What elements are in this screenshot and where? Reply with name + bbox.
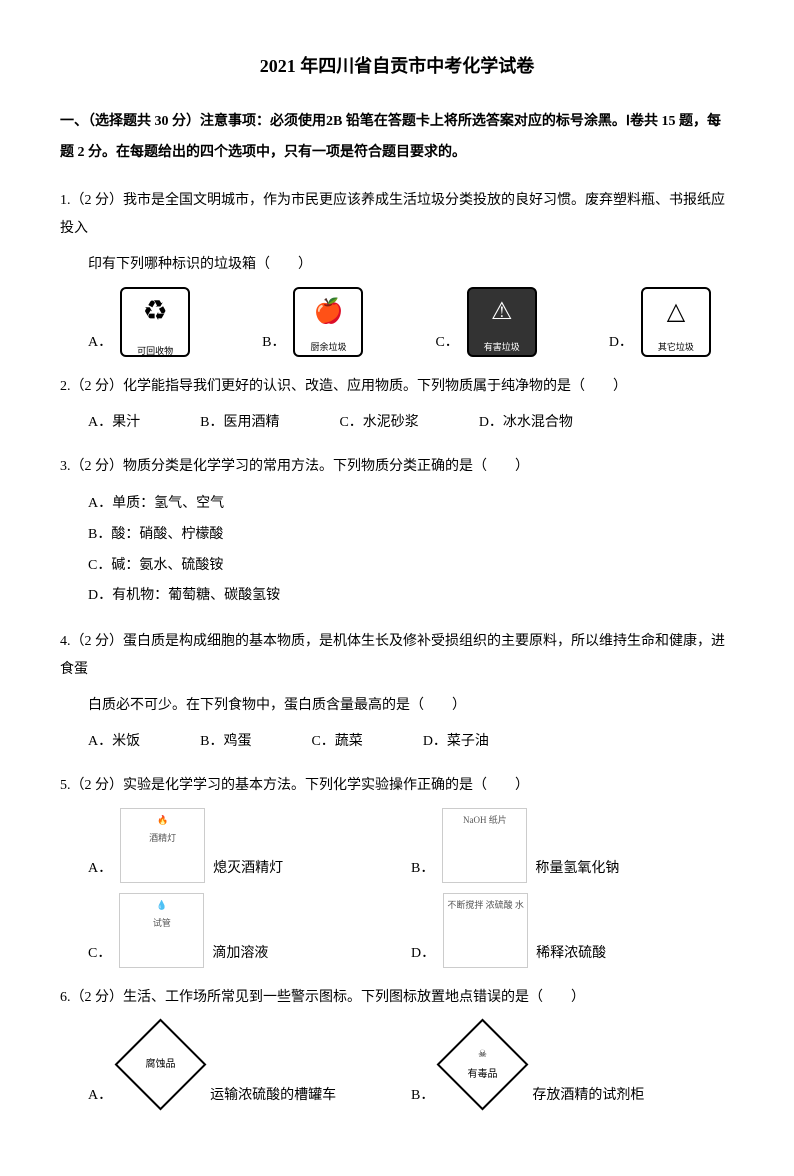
icon-label: 有害垃圾 xyxy=(484,338,520,356)
kitchen-waste-icon: 🍎 厨余垃圾 xyxy=(293,287,363,357)
option-label: A． xyxy=(88,855,112,883)
q4-option-a: A．米饭 xyxy=(88,728,140,756)
hazardous-icon: ⚠ 有害垃圾 xyxy=(467,287,537,357)
q3-options: A．单质：氢气、空气 B．酸：硝酸、柠檬酸 C．碱：氨水、硫酸铵 D．有机物：葡… xyxy=(60,489,734,612)
q6-row1: A． 腐蚀品 运输浓硫酸的槽罐车 B． ☠有毒品 存放酒精的试剂柜 xyxy=(60,1020,734,1110)
q2-option-b: B．医用酒精 xyxy=(200,409,279,437)
q4-sub: 白质必不可少。在下列食物中，蛋白质含量最高的是（ ） xyxy=(60,692,734,720)
q3-option-a: A．单质：氢气、空气 xyxy=(88,489,734,520)
page-title: 2021 年四川省自贡市中考化学试卷 xyxy=(60,50,734,82)
q5-option-b: B． NaOH 纸片 称量氢氧化钠 xyxy=(411,808,734,883)
option-text: 熄灭酒精灯 xyxy=(213,855,283,883)
q2-option-c: C．水泥砂浆 xyxy=(339,409,418,437)
option-text: 称量氢氧化钠 xyxy=(535,855,619,883)
diamond-label: 有毒品 xyxy=(468,1069,498,1080)
recycle-icon: ♻ 可回收物 xyxy=(120,287,190,357)
q4-text: 4.（2 分）蛋白质是构成细胞的基本物质，是机体生长及修补受损组织的主要原料，所… xyxy=(60,628,734,684)
option-label: B． xyxy=(262,329,285,357)
question-4: 4.（2 分）蛋白质是构成细胞的基本物质，是机体生长及修补受损组织的主要原料，所… xyxy=(60,628,734,756)
q1-sub: 印有下列哪种标识的垃圾箱（ ） xyxy=(60,251,734,279)
dilute-icon: 不断搅拌 浓硫酸 水 xyxy=(443,893,528,968)
question-3: 3.（2 分）物质分类是化学学习的常用方法。下列物质分类正确的是（ ） A．单质… xyxy=(60,453,734,612)
option-text: 运输浓硫酸的槽罐车 xyxy=(210,1082,336,1110)
q5-text: 5.（2 分）实验是化学学习的基本方法。下列化学实验操作正确的是（ ） xyxy=(60,772,734,800)
q1-option-b: B． 🍎 厨余垃圾 xyxy=(262,287,367,357)
question-1: 1.（2 分）我市是全国文明城市，作为市民更应该养成生活垃圾分类投放的良好习惯。… xyxy=(60,187,734,357)
option-label: C． xyxy=(88,940,111,968)
alcohol-lamp-icon: 🔥酒精灯 xyxy=(120,808,205,883)
option-label: D． xyxy=(411,940,435,968)
option-label: B． xyxy=(411,855,434,883)
question-2: 2.（2 分）化学能指导我们更好的认识、改造、应用物质。下列物质属于纯净物的是（… xyxy=(60,373,734,437)
option-label: B． xyxy=(411,1082,434,1110)
q6-text: 6.（2 分）生活、工作场所常见到一些警示图标。下列图标放置地点错误的是（ ） xyxy=(60,984,734,1012)
q5-row1: A． 🔥酒精灯 熄灭酒精灯 B． NaOH 纸片 称量氢氧化钠 xyxy=(60,808,734,883)
q1-options: A． ♻ 可回收物 B． 🍎 厨余垃圾 C． ⚠ 有害垃圾 D． △ 其它垃 xyxy=(60,287,734,357)
option-label: D． xyxy=(609,329,633,357)
q2-option-d: D．冰水混合物 xyxy=(479,409,573,437)
diamond-label: 腐蚀品 xyxy=(146,1055,176,1075)
option-label: C． xyxy=(435,329,458,357)
q4-options: A．米饭 B．鸡蛋 C．蔬菜 D．菜子油 xyxy=(60,728,734,756)
q5-option-c: C． 💧试管 滴加溶液 xyxy=(88,893,411,968)
option-label: A． xyxy=(88,1082,112,1110)
section-instruction: 一、（选择题共 30 分）注意事项：必须使用2B 铅笔在答题卡上将所选答案对应的… xyxy=(60,107,734,169)
q5-row2: C． 💧试管 滴加溶液 D． 不断搅拌 浓硫酸 水 稀释浓硫酸 xyxy=(60,893,734,968)
icon-label: 厨余垃圾 xyxy=(310,338,346,356)
q2-options: A．果汁 B．医用酒精 C．水泥砂浆 D．冰水混合物 xyxy=(60,409,734,437)
option-label: A． xyxy=(88,329,112,357)
question-5: 5.（2 分）实验是化学学习的基本方法。下列化学实验操作正确的是（ ） A． 🔥… xyxy=(60,772,734,968)
q3-option-c: C．碱：氨水、硫酸铵 xyxy=(88,551,734,582)
icon-label: 可回收物 xyxy=(137,342,173,360)
option-text: 滴加溶液 xyxy=(212,940,268,968)
q3-text: 3.（2 分）物质分类是化学学习的常用方法。下列物质分类正确的是（ ） xyxy=(60,453,734,481)
option-text: 存放酒精的试剂柜 xyxy=(532,1082,644,1110)
q4-option-c: C．蔬菜 xyxy=(311,728,362,756)
q1-option-a: A． ♻ 可回收物 xyxy=(88,287,194,357)
icon-label: 其它垃圾 xyxy=(658,338,694,356)
q3-option-d: D．有机物：葡萄糖、碳酸氢铵 xyxy=(88,581,734,612)
q6-option-a: A． 腐蚀品 运输浓硫酸的槽罐车 xyxy=(88,1020,411,1110)
q1-text: 1.（2 分）我市是全国文明城市，作为市民更应该养成生活垃圾分类投放的良好习惯。… xyxy=(60,187,734,243)
toxic-icon: ☠有毒品 xyxy=(438,1020,528,1110)
q4-option-d: D．菜子油 xyxy=(423,728,489,756)
question-6: 6.（2 分）生活、工作场所常见到一些警示图标。下列图标放置地点错误的是（ ） … xyxy=(60,984,734,1110)
q4-option-b: B．鸡蛋 xyxy=(200,728,251,756)
corrosive-icon: 腐蚀品 xyxy=(116,1020,206,1110)
q2-option-a: A．果汁 xyxy=(88,409,140,437)
q3-option-b: B．酸：硝酸、柠檬酸 xyxy=(88,520,734,551)
balance-icon: NaOH 纸片 xyxy=(442,808,527,883)
q1-option-c: C． ⚠ 有害垃圾 xyxy=(435,287,540,357)
q5-option-d: D． 不断搅拌 浓硫酸 水 稀释浓硫酸 xyxy=(411,893,734,968)
q5-option-a: A． 🔥酒精灯 熄灭酒精灯 xyxy=(88,808,411,883)
other-waste-icon: △ 其它垃圾 xyxy=(641,287,711,357)
dropper-icon: 💧试管 xyxy=(119,893,204,968)
q6-option-b: B． ☠有毒品 存放酒精的试剂柜 xyxy=(411,1020,734,1110)
q1-option-d: D． △ 其它垃圾 xyxy=(609,287,715,357)
q2-text: 2.（2 分）化学能指导我们更好的认识、改造、应用物质。下列物质属于纯净物的是（… xyxy=(60,373,734,401)
option-text: 稀释浓硫酸 xyxy=(536,940,606,968)
